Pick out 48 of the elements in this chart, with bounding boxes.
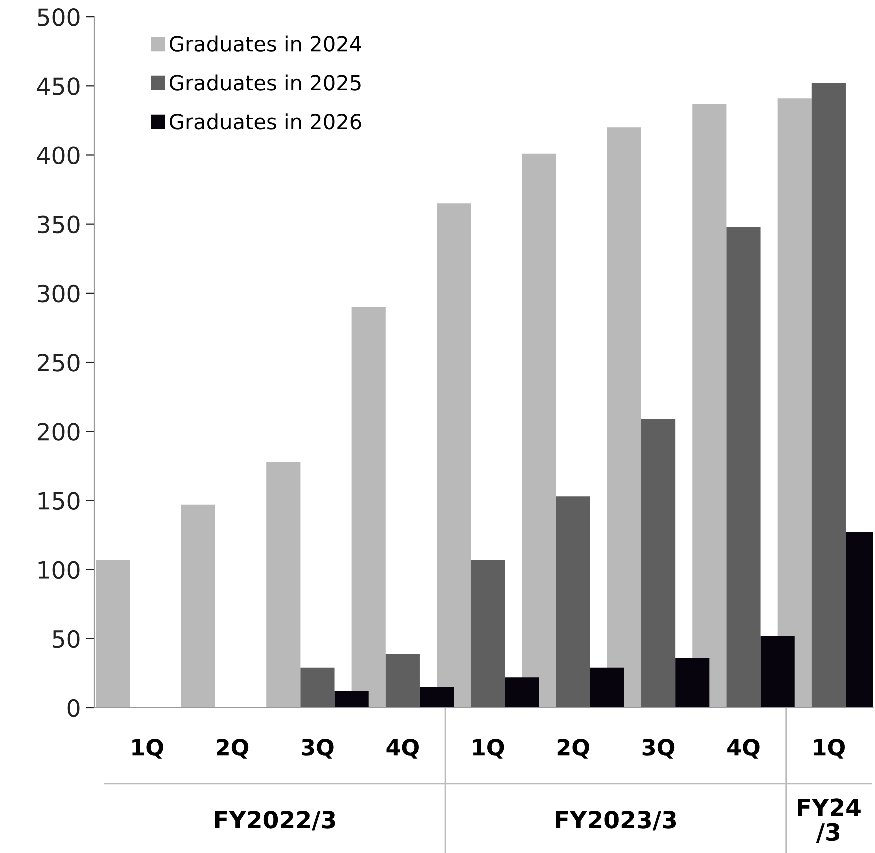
x-tick-label: 3Q [302,739,334,759]
x-tick-label: 4Q [728,739,760,759]
y-tick-label: 450 [37,78,80,96]
bar [726,227,761,708]
y-tick-label: 0 [68,699,80,718]
y-tick-label: 150 [38,492,80,510]
bar [607,128,642,708]
legend-label: Graduates in 2026 [170,114,362,130]
text: FY24/3 [798,798,861,844]
bar [760,636,795,708]
x-tick-label: 2Q [558,739,590,759]
bar [352,307,386,708]
legend-label: Graduates in 2024 [170,36,362,52]
y-tick-label: 350 [38,216,80,234]
bar [778,98,812,708]
y-tick-label: 200 [38,423,80,441]
bar [300,668,335,708]
bar [437,204,472,708]
y-tick-label: 250 [38,354,80,372]
bar [334,691,369,708]
x-tick-label: 2Q [217,739,249,759]
text: FY2022/3 [215,810,336,831]
bar [812,83,846,708]
y-tick-label: 300 [38,284,80,303]
bar [505,678,540,708]
bar [676,658,710,708]
y-tick-label: 500 [38,8,80,26]
text: FY2023/3 [556,810,676,831]
x-tick-label: 1Q [473,739,504,759]
bar [181,504,216,708]
bar [420,687,454,708]
bar [692,104,727,708]
bar [556,496,590,708]
bar [96,560,130,708]
legend-label: Graduates in 2025 [170,74,361,91]
bar [386,654,420,708]
x-tick-label: 4Q [386,739,419,759]
y-tick-label: 100 [38,561,80,580]
x-tick-label: 3Q [642,739,675,759]
x-tick-label: 1Q [814,739,846,759]
bar [590,668,624,708]
y-tick-label: 50 [53,630,80,648]
y-tick-label: 400 [37,146,80,165]
x-tick-label: 1Q [132,739,164,759]
bar [522,154,556,708]
bar [642,419,676,708]
bar [266,462,301,708]
bar [471,560,506,708]
